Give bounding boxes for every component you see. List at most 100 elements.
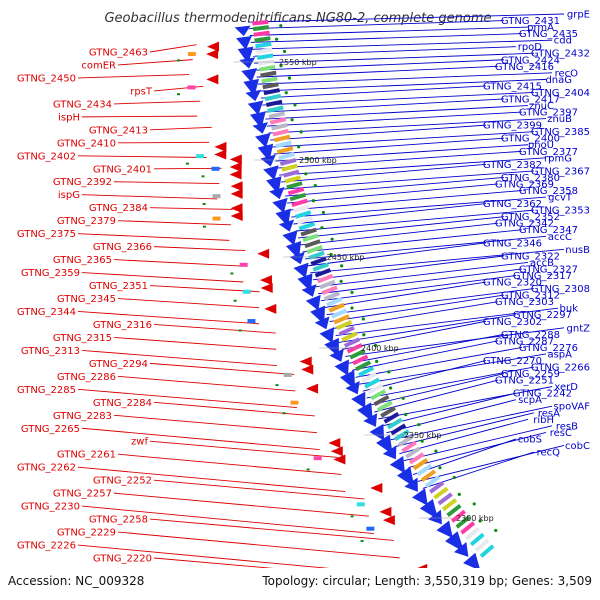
left-gene-label[interactable]: GTNG_2230 — [21, 502, 80, 513]
left-gene-label[interactable]: GTNG_2283 — [53, 411, 112, 422]
right-gene-label[interactable]: resB — [556, 421, 578, 432]
right-gene-label[interactable]: GTNG_2404 — [531, 88, 590, 99]
right-gene-label[interactable]: GTNG_2317 — [513, 271, 572, 282]
right-gene-label[interactable]: cobC — [565, 441, 590, 452]
right-gene-label[interactable]: prmA — [527, 23, 554, 34]
right-gene-label[interactable]: scpA — [518, 395, 542, 406]
right-gene-label[interactable]: GTNG_2432 — [531, 49, 590, 60]
right-gene-label[interactable]: GTNG_2367 — [531, 166, 590, 177]
right-gene-label[interactable]: GTNG_2369 — [495, 179, 554, 190]
right-gene-label[interactable]: GTNG_2308 — [531, 284, 590, 295]
right-gene-label[interactable]: GTNG_2435 — [519, 29, 578, 40]
left-gene-label[interactable]: ispG — [58, 190, 80, 201]
right-gene-label[interactable]: aspA — [547, 349, 572, 360]
right-gene-label[interactable]: recQ — [537, 448, 561, 459]
left-gene-label[interactable]: GTNG_2413 — [89, 125, 148, 136]
left-gene-label[interactable]: GTNG_2265 — [21, 424, 80, 435]
left-gene-label[interactable]: GTNG_2285 — [17, 385, 76, 396]
left-gene-label[interactable]: GTNG_2345 — [57, 294, 116, 305]
left-gene-label[interactable]: GTNG_2286 — [57, 372, 116, 383]
left-gene-label[interactable]: comER — [81, 60, 116, 71]
left-gene-label[interactable]: GTNG_2316 — [93, 320, 152, 331]
left-gene-label[interactable]: GTNG_2226 — [17, 541, 76, 552]
right-gene-label[interactable]: GTNG_2287 — [495, 336, 554, 347]
right-gene-label[interactable]: GTNG_2320 — [483, 278, 542, 289]
left-gene-label[interactable]: GTNG_2294 — [89, 359, 148, 370]
right-gene-label[interactable]: GTNG_2297 — [513, 310, 572, 321]
right-gene-label[interactable]: resA — [538, 408, 560, 419]
right-gene-label[interactable]: GTNG_2382 — [483, 160, 542, 171]
left-gene-label[interactable]: GTNG_2229 — [57, 528, 116, 539]
right-gene-label[interactable]: buk — [560, 304, 579, 315]
left-gene-label[interactable]: GTNG_2315 — [53, 333, 112, 344]
right-gene-label[interactable]: GTNG_2397 — [519, 108, 578, 119]
right-gene-label[interactable]: spoVAF — [554, 402, 591, 413]
right-gene-label[interactable]: GTNG_2347 — [519, 225, 578, 236]
right-gene-label[interactable]: GTNG_2327 — [519, 264, 578, 275]
left-gene-label[interactable]: GTNG_2366 — [93, 242, 152, 253]
right-gene-label[interactable]: ribH — [533, 415, 554, 426]
left-gene-label[interactable]: ispH — [58, 112, 80, 123]
left-gene-label[interactable]: GTNG_2252 — [93, 476, 152, 487]
left-gene-label[interactable]: rpsT — [130, 86, 153, 97]
right-gene-label[interactable]: GTNG_2431 — [501, 16, 560, 27]
left-gene-label[interactable]: GTNG_2379 — [57, 216, 116, 227]
right-gene-label[interactable]: rpmG — [544, 153, 572, 164]
right-gene-label[interactable]: GTNG_2352 — [501, 212, 560, 223]
right-gene-label[interactable]: xerD — [554, 382, 578, 393]
left-gene-label[interactable]: GTNG_2434 — [53, 99, 112, 110]
left-gene-label[interactable]: GTNG_2384 — [89, 203, 148, 214]
left-gene-label[interactable]: GTNG_2257 — [53, 489, 112, 500]
right-gene-label[interactable]: GTNG_2303 — [495, 297, 554, 308]
right-gene-label[interactable]: GTNG_2417 — [501, 94, 560, 105]
right-gene-label[interactable]: GTNG_2362 — [483, 199, 542, 210]
right-gene-label[interactable]: accB — [530, 258, 554, 269]
right-gene-label[interactable]: GTNG_2276 — [519, 343, 578, 354]
right-gene-label[interactable]: GTNG_2259 — [501, 369, 560, 380]
left-gene-label[interactable]: GTNG_2284 — [93, 398, 152, 409]
right-gene-label[interactable]: nusB — [565, 245, 590, 256]
right-gene-label[interactable]: GTNG_2266 — [531, 363, 590, 374]
right-gene-label[interactable]: accC — [548, 232, 572, 243]
right-gene-label[interactable]: GTNG_2385 — [531, 127, 590, 138]
right-gene-label[interactable]: GTNG_2424 — [501, 55, 560, 66]
right-gene-label[interactable]: cobS — [518, 434, 542, 445]
right-gene-label[interactable]: GTNG_2415 — [483, 81, 542, 92]
left-gene-label[interactable]: GTNG_2375 — [17, 229, 76, 240]
left-gene-label[interactable]: GTNG_2359 — [21, 268, 80, 279]
left-gene-label[interactable]: GTNG_2402 — [17, 151, 76, 162]
left-gene-label[interactable]: GTNG_2351 — [89, 281, 148, 292]
right-gene-label[interactable]: rpoD — [518, 42, 543, 53]
left-gene-label[interactable]: GTNG_2313 — [21, 346, 80, 357]
right-gene-label[interactable]: cdd — [554, 36, 572, 47]
right-gene-label[interactable]: GTNG_2399 — [483, 121, 542, 132]
left-gene-label[interactable]: GTNG_2450 — [17, 73, 76, 84]
right-gene-label[interactable]: gntZ — [567, 323, 591, 334]
right-gene-label[interactable]: GTNG_2322 — [501, 251, 560, 262]
right-gene-label[interactable]: GTNG_2353 — [531, 206, 590, 217]
right-gene-label[interactable]: znuB — [547, 114, 572, 125]
left-gene-label[interactable]: GTNG_2220 — [93, 554, 152, 565]
right-gene-label[interactable]: GTNG_2400 — [501, 134, 560, 145]
right-gene-label[interactable]: znuC — [529, 101, 554, 112]
right-gene-label[interactable]: GTNG_2302 — [483, 317, 542, 328]
left-gene-label[interactable]: GTNG_2410 — [57, 138, 116, 149]
right-gene-label[interactable]: phoU — [528, 140, 554, 151]
right-gene-label[interactable]: GTNG_2342 — [495, 219, 554, 230]
left-gene-label[interactable]: GTNG_2261 — [57, 450, 116, 461]
left-gene-label[interactable]: GTNG_2344 — [17, 307, 76, 318]
left-gene-label[interactable]: GTNG_2401 — [93, 164, 152, 175]
right-gene-label[interactable]: resC — [550, 428, 572, 439]
right-gene-label[interactable]: GTNG_2242 — [513, 389, 572, 400]
right-gene-label[interactable]: GTNG_2380 — [501, 173, 560, 184]
left-gene-label[interactable]: GTNG_2365 — [53, 255, 112, 266]
right-gene-label[interactable]: GTNG_2346 — [483, 238, 542, 249]
right-gene-label[interactable]: GTNG_2270 — [483, 356, 542, 367]
right-gene-label[interactable]: recO — [555, 68, 579, 79]
right-gene-label[interactable]: GTNG_2358 — [519, 186, 578, 197]
left-gene-label[interactable]: GTNG_2392 — [53, 177, 112, 188]
left-gene-label[interactable]: GTNG_2463 — [89, 48, 148, 59]
right-gene-label[interactable]: gcvT — [548, 193, 573, 204]
right-gene-label[interactable]: GTNG_2288 — [501, 330, 560, 341]
left-gene-label[interactable]: zwf — [131, 437, 148, 448]
